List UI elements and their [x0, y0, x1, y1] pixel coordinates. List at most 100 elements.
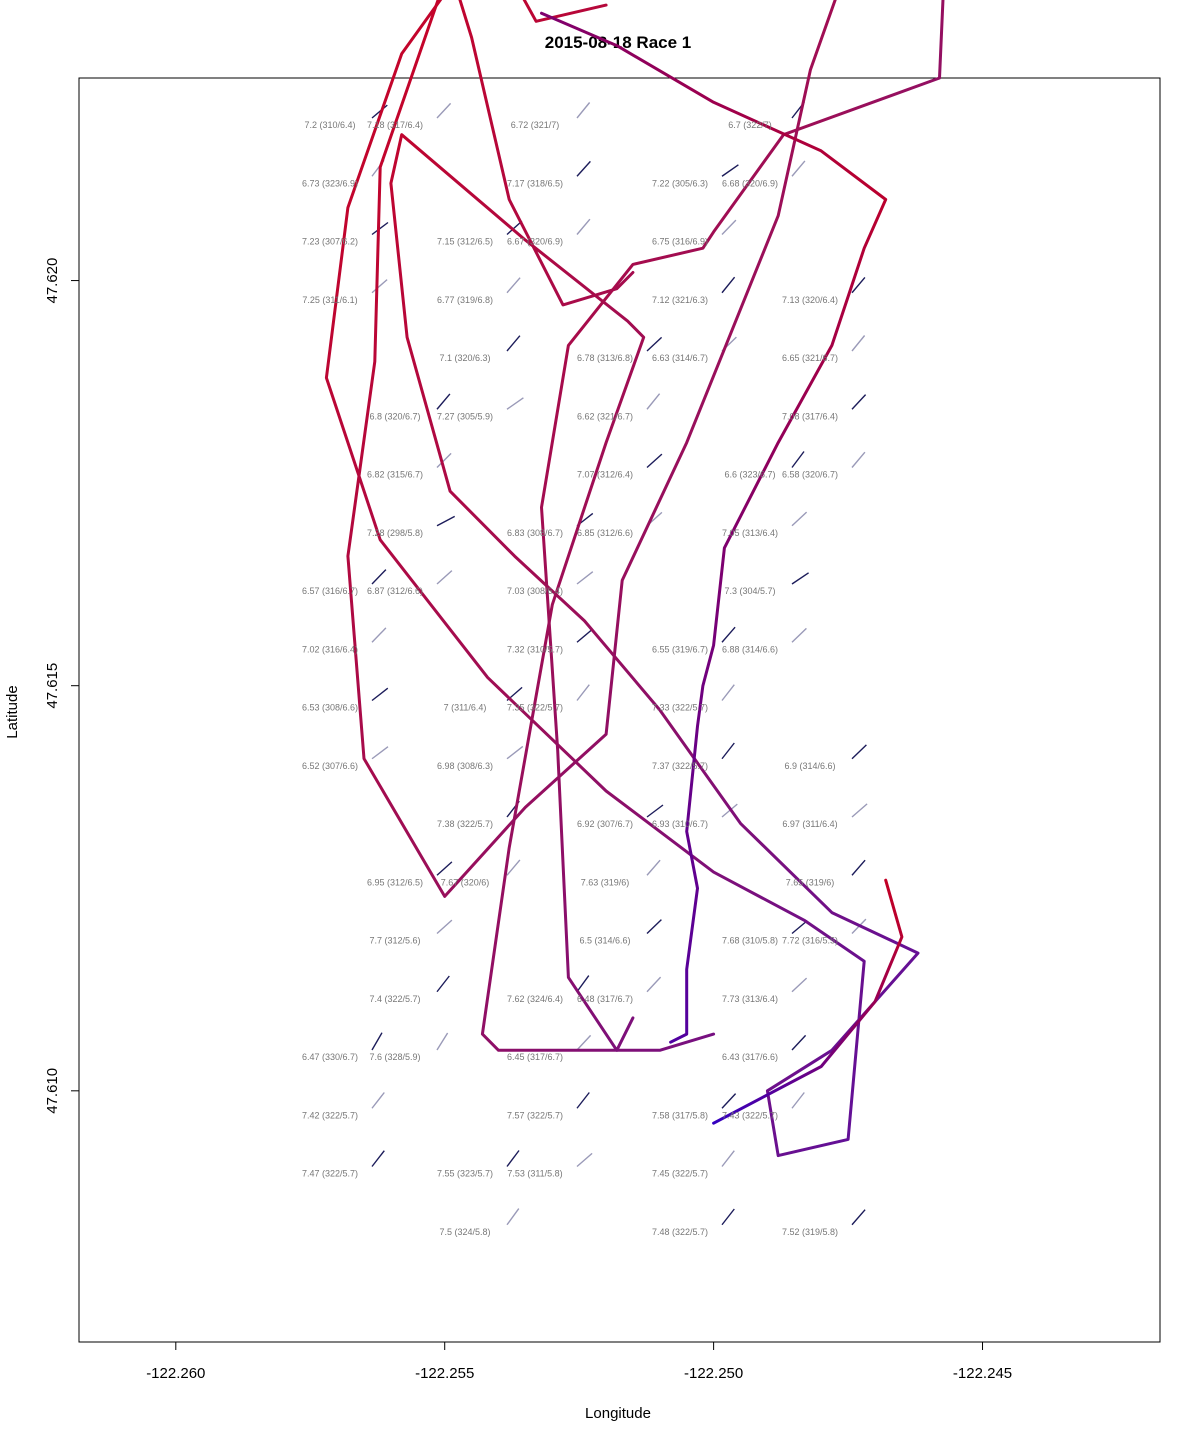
wind-tick	[506, 220, 523, 236]
speed-wind-label: 6.73 (323/6.9)	[302, 178, 358, 188]
wind-tick	[791, 451, 805, 468]
wind-tick	[576, 1034, 592, 1051]
wind-tick	[721, 742, 735, 760]
track-line-3	[540, 11, 888, 1044]
wind-tick	[721, 1150, 735, 1167]
wind-tick	[851, 1209, 866, 1226]
wind-tick	[721, 219, 737, 235]
speed-wind-label: 7.03 (308/6.4)	[507, 586, 563, 596]
x-tick-label: -122.255	[415, 1365, 474, 1382]
wind-tick	[371, 221, 389, 236]
wind-tick	[851, 803, 868, 818]
wind-tick	[851, 451, 866, 468]
speed-wind-label: 6.67 (320/6.9)	[507, 237, 563, 247]
x-tick-label: -122.250	[684, 1365, 743, 1382]
wind-tick	[436, 393, 451, 410]
wind-tick	[576, 684, 590, 701]
wind-tick	[436, 570, 453, 585]
wind-tick	[851, 859, 866, 876]
wind-tick	[436, 452, 452, 468]
speed-wind-label: 6.77 (319/6.8)	[437, 295, 493, 305]
speed-wind-label: 6.78 (313/6.8)	[577, 353, 633, 363]
wind-tick	[576, 102, 591, 119]
speed-wind-label: 7.3 (304/5.7)	[724, 586, 775, 596]
y-tick-label: 47.615	[44, 663, 61, 709]
speed-wind-label: 6.65 (321/6.7)	[782, 353, 838, 363]
y-tick-label: 47.620	[44, 258, 61, 304]
wind-tick	[646, 393, 661, 410]
wind-tick	[791, 572, 809, 585]
speed-wind-label: 6.63 (314/6.7)	[652, 353, 708, 363]
speed-wind-label: 6.6 (323/6.7)	[724, 470, 775, 480]
speed-wind-label: 7.7 (312/5.6)	[369, 936, 420, 946]
wind-tick	[791, 511, 808, 527]
wind-tick	[576, 571, 594, 585]
speed-wind-label: 7.02 (316/6.4)	[302, 644, 358, 654]
speed-wind-label: 6.97 (311/6.4)	[782, 819, 837, 829]
wind-tick	[371, 1032, 383, 1051]
speed-wind-label: 7.5 (324/5.8)	[439, 1227, 490, 1237]
wind-tick	[791, 160, 806, 177]
speed-wind-label: 7.43 (322/5.7)	[722, 1110, 778, 1120]
speed-wind-label: 7.08 (317/6.4)	[782, 411, 838, 421]
wind-tick	[791, 920, 808, 935]
wind-tick	[576, 218, 591, 235]
wind-tick	[646, 336, 663, 352]
speed-wind-label: 6.83 (308/6.7)	[507, 528, 563, 538]
speed-wind-label: 7.27 (305/5.9)	[437, 411, 493, 421]
wind-tick	[576, 1152, 593, 1168]
wind-tick	[721, 276, 736, 294]
speed-wind-label: 7.12 (321/6.3)	[652, 295, 708, 305]
speed-wind-label: 7.32 (310/5.7)	[507, 644, 563, 654]
speed-wind-label: 6.92 (307/6.7)	[577, 819, 633, 829]
wind-tick	[851, 394, 867, 410]
speed-wind-label: 6.93 (310/6.7)	[652, 819, 708, 829]
speed-wind-label: 6.8 (320/6.7)	[369, 411, 420, 421]
wind-tick	[371, 687, 389, 702]
y-axis-label: Latitude	[4, 685, 21, 738]
speed-wind-label: 6.47 (330/6.7)	[302, 1052, 358, 1062]
wind-tick	[576, 975, 590, 993]
wind-tick	[436, 919, 453, 935]
speed-wind-label: 7.17 (318/6.5)	[507, 178, 563, 188]
speed-wind-label: 7.23 (307/6.2)	[302, 237, 358, 247]
wind-tick	[851, 335, 866, 352]
speed-wind-label: 7.1 (320/6.3)	[439, 353, 490, 363]
speed-wind-label: 7.4 (322/5.7)	[369, 994, 420, 1004]
wind-tick	[506, 1150, 520, 1167]
speed-wind-label: 7.63 (319/6)	[581, 877, 630, 887]
wind-tick	[576, 1092, 590, 1109]
wind-tick	[506, 277, 521, 294]
wind-tick	[791, 1092, 805, 1109]
speed-wind-label: 7.07 (312/6.4)	[577, 470, 633, 480]
speed-wind-label: 6.88 (314/6.6)	[722, 644, 778, 654]
y-tick-label: 47.610	[44, 1068, 61, 1114]
wind-tick	[721, 1093, 737, 1109]
speed-wind-label: 6.87 (312/6.6)	[367, 586, 423, 596]
speed-wind-label: 6.43 (317/6.6)	[722, 1052, 778, 1062]
wind-tick	[371, 279, 388, 294]
wind-tick	[646, 859, 661, 876]
wind-tick	[371, 627, 387, 643]
track-line-1	[324, 0, 920, 1158]
speed-wind-label: 7.47 (322/5.7)	[302, 1169, 358, 1179]
chart-title: 2015-08-18 Race 1	[545, 33, 692, 52]
wind-tick	[576, 628, 593, 643]
wind-tick	[371, 569, 387, 585]
wind-tick	[646, 804, 664, 818]
wind-tick	[506, 397, 524, 410]
speed-wind-label: 7.67 (320/6)	[441, 877, 490, 887]
wind-tick	[851, 276, 866, 294]
wind-tick	[646, 919, 662, 935]
plot-frame	[78, 77, 1161, 1343]
wind-tick	[646, 976, 662, 993]
wind-tick	[436, 1032, 449, 1051]
speed-wind-label: 7.13 (320/6.4)	[782, 295, 838, 305]
speed-wind-label: 6.53 (308/6.6)	[302, 703, 358, 713]
wind-tick	[371, 104, 388, 119]
speed-wind-label: 7.6 (328/5.9)	[369, 1052, 420, 1062]
wind-tick	[506, 745, 524, 760]
speed-wind-label: 7.48 (322/5.7)	[652, 1227, 708, 1237]
speed-wind-label: 7.35 (322/5.7)	[507, 703, 563, 713]
